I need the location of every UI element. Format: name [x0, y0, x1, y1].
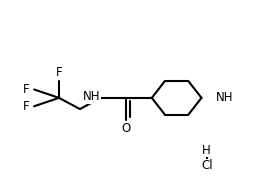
Text: H: H: [202, 144, 211, 156]
Text: O: O: [121, 122, 130, 135]
Text: Cl: Cl: [201, 159, 213, 172]
Text: NH: NH: [216, 91, 233, 104]
Text: F: F: [23, 83, 29, 96]
Text: F: F: [56, 66, 62, 79]
Text: NH: NH: [83, 90, 100, 103]
Text: F: F: [23, 100, 29, 113]
